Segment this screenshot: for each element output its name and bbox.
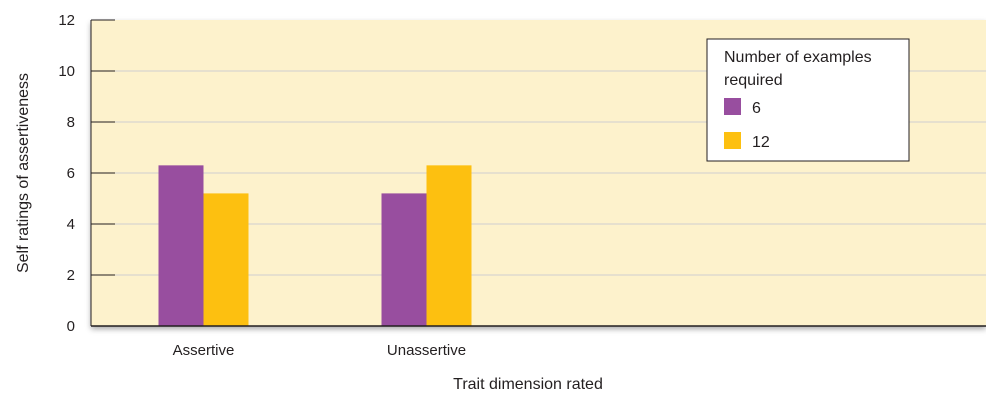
bar-unassertive-series-2 <box>426 165 472 326</box>
y-tick-label: 10 <box>58 63 75 80</box>
bar-assertive-series-1 <box>158 165 204 326</box>
y-tick-label: 12 <box>58 12 75 29</box>
legend-swatch-series-2 <box>724 132 741 149</box>
x-axis: Assertive Unassertive <box>91 325 986 359</box>
y-tick-label: 0 <box>67 318 75 335</box>
legend-title-line-2: required <box>724 72 783 89</box>
bar-assertive-series-2 <box>203 193 249 326</box>
y-axis-title: Self ratings of assertiveness <box>15 73 32 273</box>
bars <box>158 165 472 326</box>
legend-title-line-1: Number of examples <box>724 49 872 66</box>
x-axis-title: Trait dimension rated <box>453 376 603 393</box>
legend: Number of examples required 6 12 <box>706 38 910 162</box>
x-tick-label: Assertive <box>173 342 235 359</box>
x-tick-label: Unassertive <box>387 342 466 359</box>
y-axis: 0 2 4 6 8 10 12 <box>58 12 115 335</box>
legend-swatch-series-1 <box>724 98 741 115</box>
y-tick-label: 6 <box>67 165 75 182</box>
legend-label-series-2: 12 <box>752 134 770 151</box>
bar-unassertive-series-1 <box>381 193 427 326</box>
y-tick-label: 4 <box>67 216 75 233</box>
y-tick-label: 8 <box>67 114 75 131</box>
y-tick-label: 2 <box>67 267 75 284</box>
legend-label-series-1: 6 <box>752 100 761 117</box>
